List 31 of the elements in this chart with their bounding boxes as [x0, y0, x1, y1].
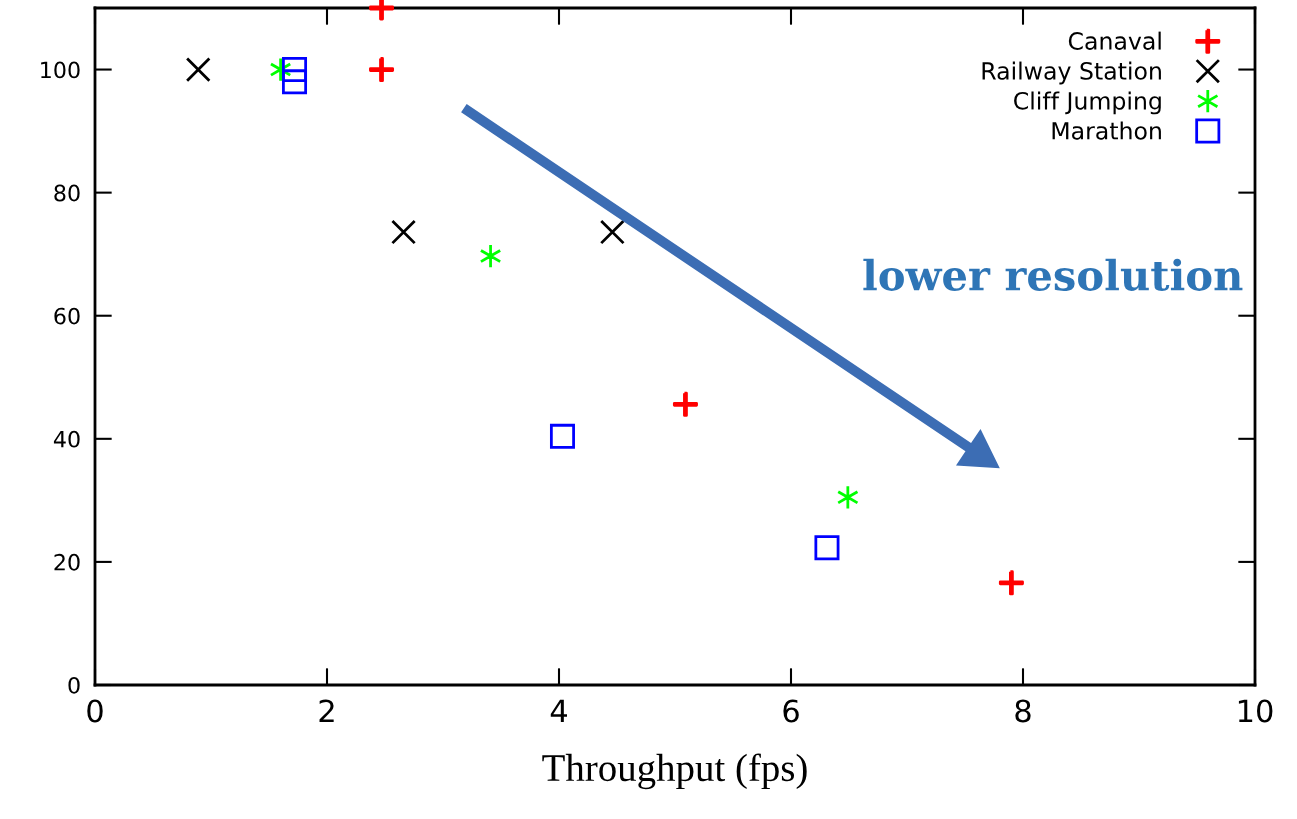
x-axis-title: Throughput (fps) [542, 753, 807, 790]
x-tick-label: 4 [550, 699, 568, 723]
point [282, 69, 308, 95]
legend-label: Marathon [1052, 121, 1161, 140]
point [599, 219, 625, 245]
y-tick-label: 20 [54, 553, 80, 571]
point [185, 57, 211, 83]
legend-label: Canaval [1068, 31, 1161, 50]
point [282, 57, 308, 83]
point [814, 535, 840, 561]
y-tick-label: 80 [54, 184, 80, 202]
y-tick-label: 40 [53, 430, 80, 448]
legend-label: Railway Station [982, 61, 1161, 85]
point [369, 57, 395, 83]
point [479, 243, 502, 269]
point [998, 570, 1024, 596]
x-tick-label: 6 [783, 699, 799, 723]
y-tick-label: 100 [41, 61, 80, 79]
annotation: lower resolution [863, 258, 1243, 291]
x-tick-label: 8 [1015, 699, 1031, 723]
y-tick-label: 0 [68, 676, 80, 694]
y-tick-label: 60 [54, 307, 80, 325]
point [672, 391, 698, 417]
x-tick-label: 0 [87, 699, 103, 723]
x-tick-label: 2 [319, 699, 334, 723]
point [549, 423, 575, 449]
legend-label: Cliff Jumping [1014, 91, 1161, 115]
point [836, 484, 859, 510]
point [391, 219, 417, 245]
x-tick-label: 10 [1238, 699, 1273, 723]
point [269, 57, 292, 83]
